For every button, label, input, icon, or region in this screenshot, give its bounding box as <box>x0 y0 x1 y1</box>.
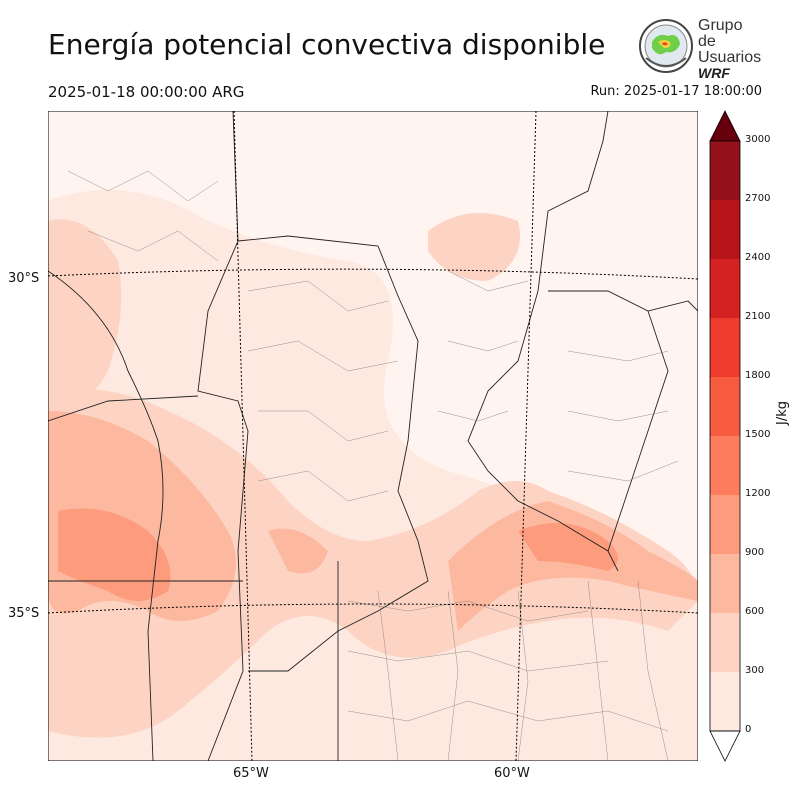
lat-label-30s: 30°S <box>8 271 40 286</box>
colorbar-swatch <box>710 672 740 731</box>
colorbar-tick-label: 2400 <box>745 252 771 263</box>
meridian-65w <box>233 111 253 761</box>
colorbar-tick-label: 3000 <box>745 134 771 145</box>
colorbar-label: J/kg <box>775 401 790 425</box>
colorbar-swatch <box>710 495 740 554</box>
colorbar-swatches <box>709 110 741 762</box>
map-title: Energía potencial convectiva disponible <box>48 28 606 61</box>
colorbar-frame <box>709 140 741 732</box>
colorbar-tick-label: 600 <box>745 606 765 617</box>
colorbar-tick-label: 900 <box>745 547 765 558</box>
valid-time: 2025-01-18 00:00:00 ARG <box>48 83 245 101</box>
province-borders <box>48 111 698 761</box>
colorbar-swatch <box>710 554 740 613</box>
colorbar-swatch <box>710 613 740 672</box>
colorbar-tick-label: 2100 <box>745 311 771 322</box>
colorbar-max-extend <box>709 110 741 142</box>
parallel-35s <box>48 603 698 614</box>
logo-text-line1: Grupo de <box>698 17 743 50</box>
colorbar-swatch <box>710 200 740 259</box>
colorbar-tick-label: 2700 <box>745 193 771 204</box>
lat-label-35s: 35°S <box>8 606 40 621</box>
colorbar-tick-label: 1800 <box>745 370 771 381</box>
meridian-60w <box>515 111 537 761</box>
colorbar-swatch <box>710 259 740 318</box>
colorbar-swatch <box>710 318 740 377</box>
lon-label-60w: 60°W <box>494 766 530 781</box>
run-time: Run: 2025-01-17 18:00:00 <box>590 84 762 99</box>
colorbar-tick-label: 300 <box>745 665 765 676</box>
colorbar-tick-label: 1500 <box>745 429 771 440</box>
logo-text-line2: Usuarios <box>698 49 762 66</box>
colorbar-swatch <box>710 436 740 495</box>
logo-text-line3: WRF <box>698 65 730 81</box>
cape-fill-layer <box>48 189 698 761</box>
wrf-logo: Grupo de Usuarios WRF <box>638 17 762 80</box>
graticule <box>48 111 698 761</box>
colorbar-swatch <box>710 377 740 436</box>
colorbar-swatch <box>710 141 740 200</box>
colorbar-min-extend <box>709 730 741 762</box>
department-borders <box>67 170 679 761</box>
colorbar: 0 300 600 900 1200 1500 1800 2100 2400 2700 3000 J… <box>705 105 795 770</box>
globe-icon <box>639 19 693 73</box>
colorbar-tick-label: 1200 <box>745 488 771 499</box>
cape-map <box>48 111 698 761</box>
colorbar-tick-label: 0 <box>745 724 752 735</box>
lon-label-65w: 65°W <box>233 766 269 781</box>
parallel-30s <box>48 268 698 280</box>
